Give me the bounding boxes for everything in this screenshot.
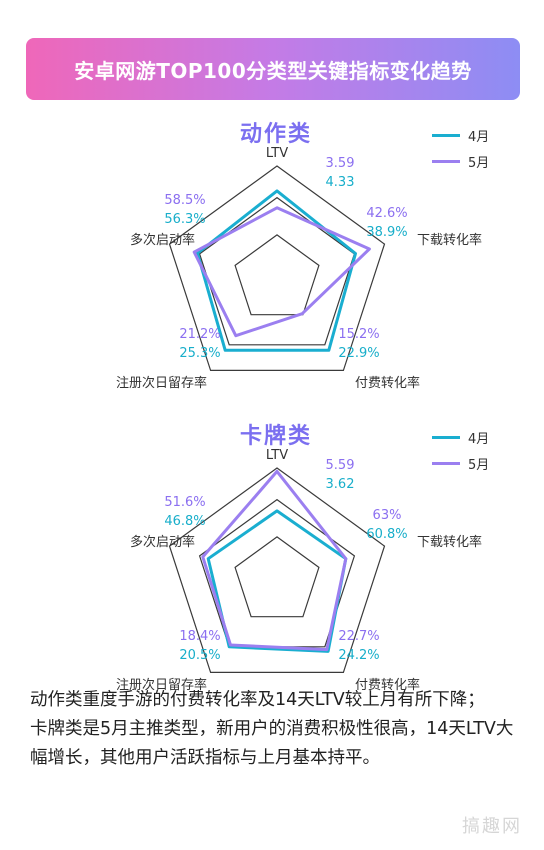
axis-label: 下载转化率 [417, 232, 482, 248]
axis-label: 注册次日留存率 [116, 375, 207, 391]
data-label-april: 38.9% [366, 225, 407, 240]
axis-label: 付费转化率 [355, 677, 420, 693]
series-line-may [192, 206, 371, 338]
summary-line-1: 动作类重度手游的付费转化率及14天LTV较上月有所下降； [30, 690, 485, 710]
data-label-may: 42.6% [366, 206, 407, 221]
data-label-may: 18.4% [179, 629, 220, 644]
data-label-april: 60.8% [366, 527, 407, 542]
radar-plot: LTV 3.59 4.33 下载转化率 42.6% 38.9% 付费转化率 15.2% 22.9… [116, 146, 482, 391]
axis-label: 注册次日留存率 [116, 677, 207, 693]
legend-item-may: 5月 [432, 148, 489, 174]
grid-ring-2 [234, 234, 320, 316]
legend-label-may: 5月 [468, 155, 490, 171]
data-label-april: 46.8% [164, 514, 205, 529]
legend-label-april: 4月 [468, 431, 490, 447]
axis-label: LTV [266, 146, 288, 161]
watermark: 搞趣网 [462, 816, 522, 837]
legend-swatch-may [432, 461, 460, 465]
data-label-may: 22.7% [338, 629, 379, 644]
legend-swatch-may [432, 159, 460, 163]
axis-label: 多次启动率 [130, 232, 195, 248]
data-label-may: 21.2% [179, 327, 220, 342]
data-label-may: 58.5% [164, 193, 205, 208]
legend-item-may: 5月 [432, 450, 489, 476]
legend-label-april: 4月 [468, 129, 490, 145]
data-label-may: 15.2% [338, 327, 379, 342]
axis-label: 多次启动率 [130, 534, 195, 550]
banner-title: 安卓网游TOP100分类型关键指标变化趋势 [74, 58, 472, 83]
grid-ring-2 [234, 536, 320, 618]
chart-title: 卡牌类 [240, 424, 313, 449]
data-label-april: 25.3% [179, 346, 220, 361]
summary-line-2: 卡牌类是5月主推类型，新用户的消费积极性很高，14天LTV大幅增长，其他用户活跃… [30, 719, 514, 768]
data-label-april: 56.3% [164, 212, 205, 227]
data-label-april: 20.5% [179, 648, 220, 663]
legend-item-april: 4月 [432, 122, 489, 148]
legend-swatch-april [432, 435, 460, 439]
legend-label-may: 5月 [468, 457, 490, 473]
grid-ring-1 [198, 196, 356, 346]
summary-text: 动作类重度手游的付费转化率及14天LTV较上月有所下降； 卡牌类是5月主推类型，… [30, 686, 520, 773]
data-label-april: 22.9% [338, 346, 379, 361]
series-line-april [206, 509, 348, 653]
data-label-april: 3.62 [326, 477, 355, 492]
data-label-may: 51.6% [164, 495, 205, 510]
legend-swatch-april [432, 133, 460, 137]
series-line-april [196, 189, 357, 352]
axis-label: 下载转化率 [417, 534, 482, 550]
grid-ring-0 [168, 467, 386, 673]
radar-chart-card: 卡牌类 4月 5月 LTV 5.59 3.62 下载转化率 63% 60.8% 付费转化率 2… [0, 418, 544, 698]
axis-label: LTV [266, 448, 288, 463]
data-label-april: 4.33 [326, 175, 355, 190]
radar-plot: LTV 5.59 3.62 下载转化率 63% 60.8% 付费转化率 22.7% 24.2% 注… [116, 448, 482, 693]
axis-label: 付费转化率 [355, 375, 420, 391]
legend-item-april: 4月 [432, 424, 489, 450]
radar-chart-action: 动作类 4月 5月 LTV 3.59 4.33 下载转化率 42.6% 38.9% 付费转化… [0, 116, 544, 396]
data-label-may: 3.59 [326, 156, 355, 171]
data-label-may: 5.59 [326, 458, 355, 473]
title-banner: 安卓网游TOP100分类型关键指标变化趋势 [26, 38, 520, 100]
series-line-may [201, 469, 348, 652]
data-label-may: 63% [373, 508, 402, 523]
chart-legend: 4月 5月 [432, 424, 489, 476]
chart-legend: 4月 5月 [432, 122, 489, 174]
chart-title: 动作类 [240, 122, 313, 147]
grid-ring-0 [168, 165, 386, 371]
data-label-april: 24.2% [338, 648, 379, 663]
